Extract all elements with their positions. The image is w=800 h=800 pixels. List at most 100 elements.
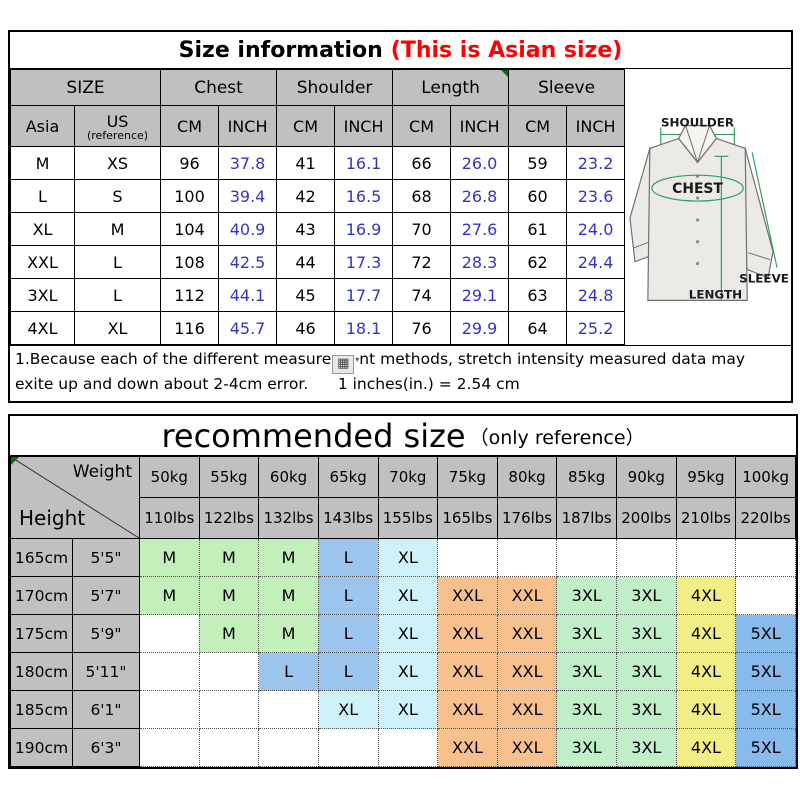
size-cell: 43 <box>276 212 336 246</box>
column-header-cm: CM <box>160 105 220 147</box>
weight-lbs-header: 132lbs <box>258 497 319 539</box>
rec-size-cell: M <box>258 576 319 615</box>
rec-size-cell: XXL <box>496 728 558 767</box>
rec-size-cell: XXL <box>496 652 558 691</box>
us-reference-note: (reference) <box>86 128 149 142</box>
rec-size-cell: XXL <box>437 690 498 729</box>
column-header-sleeve: Sleeve <box>508 69 626 106</box>
size-cell: 68 <box>392 179 452 213</box>
size-cell: 17.7 <box>334 278 394 312</box>
size-cell: 96 <box>160 146 220 180</box>
height-row: 175cm 5'9" M M L XL XXL XXL 3XL 3XL 4XL … <box>10 614 796 653</box>
weight-lbs-header: 143lbs <box>317 497 379 539</box>
size-cell: 24.8 <box>566 278 626 312</box>
rec-size-cell: M <box>198 538 260 577</box>
rec-size-cell <box>198 728 260 767</box>
size-cell: 72 <box>392 245 452 279</box>
weight-kg-header: 85kg <box>556 456 617 498</box>
height-cm-cell: 170cm <box>10 576 73 615</box>
size-cell: 27.6 <box>450 212 510 246</box>
rec-size-cell: 3XL <box>616 652 677 691</box>
weight-lbs-header: 220lbs <box>735 497 796 539</box>
weight-kg-header: 70kg <box>377 456 439 498</box>
rec-size-cell: XXL <box>496 576 558 615</box>
rec-size-cell: XL <box>317 690 379 729</box>
rec-size-cell: 3XL <box>556 652 617 691</box>
size-cell: 28.3 <box>450 245 510 279</box>
size-cell: 42 <box>276 179 336 213</box>
height-axis-label: Height <box>19 506 86 530</box>
column-header-length: Length <box>392 69 510 106</box>
size-cell: L <box>10 179 75 213</box>
rec-size-cell: L <box>258 652 319 691</box>
rec-size-cell: 4XL <box>675 652 737 691</box>
dropdown-arrow-icon: ▾ <box>355 355 360 364</box>
size-row: XXL L 108 42.5 44 17.3 72 28.3 62 24.4 <box>10 245 626 279</box>
size-cell: 44 <box>276 245 336 279</box>
rec-size-cell: 3XL <box>556 576 617 615</box>
height-cm-cell: 180cm <box>10 652 73 691</box>
rec-size-cell <box>258 690 319 729</box>
column-header-shoulder: Shoulder <box>276 69 394 106</box>
rec-size-cell <box>317 728 379 767</box>
rec-size-cell <box>198 652 260 691</box>
rec-size-cell <box>258 728 319 767</box>
weight-lbs-header: 155lbs <box>377 497 439 539</box>
size-table-title: Size information (This is Asian size) <box>10 32 791 69</box>
column-header-cm: CM <box>508 105 568 147</box>
height-ft-cell: 5'11" <box>72 652 140 691</box>
shirt-measurement-diagram: SHOULDER CHEST SLEEVE LENGTH <box>625 69 791 345</box>
rec-size-cell: XL <box>377 690 439 729</box>
height-row: 180cm 5'11" L L XL XXL XXL 3XL 3XL 4XL 5… <box>10 652 796 691</box>
size-cell: 108 <box>160 245 220 279</box>
rec-size-cell: L <box>317 614 379 653</box>
column-header-size: SIZE <box>9 69 162 106</box>
rec-size-cell <box>496 538 558 577</box>
size-row: 4XL XL 116 45.7 46 18.1 76 29.9 64 25.2 <box>10 311 626 345</box>
size-cell: XS <box>73 146 162 180</box>
height-ft-cell: 5'7" <box>72 576 140 615</box>
height-ft-cell: 6'1" <box>72 690 140 729</box>
rec-size-cell: 4XL <box>675 614 737 653</box>
size-cell: 16.9 <box>334 212 394 246</box>
size-cell: 39.4 <box>218 179 278 213</box>
weight-kg-header: 100kg <box>735 456 796 498</box>
rec-size-cell: 4XL <box>675 728 737 767</box>
column-header-asia: Asia <box>10 105 75 147</box>
rec-size-cell: 3XL <box>616 728 677 767</box>
size-cell: 23.2 <box>566 146 626 180</box>
weight-lbs-header: 176lbs <box>496 497 558 539</box>
size-cell: 4XL <box>10 311 75 345</box>
size-cell: 100 <box>160 179 220 213</box>
rec-size-cell <box>616 538 677 577</box>
size-cell: 104 <box>160 212 220 246</box>
size-cell: 46 <box>276 311 336 345</box>
sleeve-label: SLEEVE <box>739 272 789 286</box>
diagonal-divider <box>11 457 139 538</box>
rec-size-cell: L <box>317 538 379 577</box>
height-row: 185cm 6'1" XL XL XXL XXL 3XL 3XL 4XL 5XL <box>10 690 796 729</box>
rec-size-cell: XL <box>377 652 439 691</box>
shoulder-label: SHOULDER <box>661 116 734 130</box>
weight-kg-header: 50kg <box>139 456 200 498</box>
size-cell: 76 <box>392 311 452 345</box>
size-table: SIZE Chest Shoulder Length Sleeve Asia U… <box>9 69 626 345</box>
weight-kg-header: 60kg <box>258 456 319 498</box>
size-cell: 23.6 <box>566 179 626 213</box>
weight-lbs-header: 210lbs <box>675 497 737 539</box>
size-cell: 61 <box>508 212 568 246</box>
rec-size-cell <box>735 538 796 577</box>
size-row: 3XL L 112 44.1 45 17.7 74 29.1 63 24.8 <box>10 278 626 312</box>
weight-kg-header: 95kg <box>675 456 737 498</box>
weight-lbs-header: 200lbs <box>616 497 677 539</box>
rec-size-cell: L <box>317 576 379 615</box>
column-header-inch: INCH <box>334 105 394 147</box>
size-cell: L <box>73 278 162 312</box>
size-cell: 45 <box>276 278 336 312</box>
column-header-cm: CM <box>392 105 452 147</box>
rec-size-cell: XXL <box>496 614 558 653</box>
weight-axis-label: Weight <box>72 462 132 482</box>
size-row: XL M 104 40.9 43 16.9 70 27.6 61 24.0 <box>10 212 626 246</box>
size-cell: 29.1 <box>450 278 510 312</box>
chest-label: CHEST <box>672 181 723 197</box>
